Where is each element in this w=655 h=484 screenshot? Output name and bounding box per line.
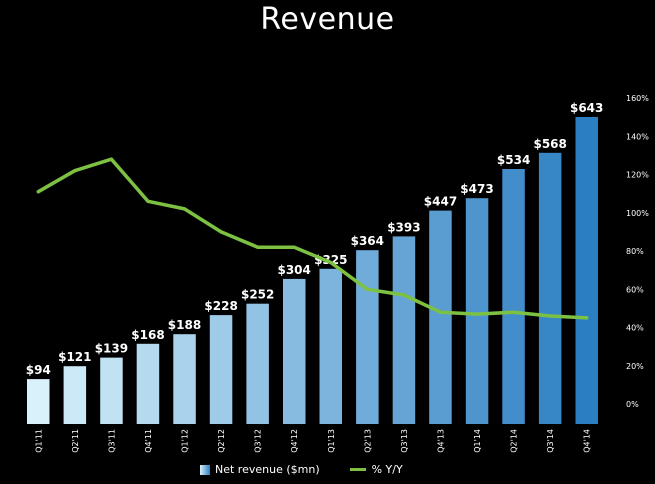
x-tick-label: Q2'12 — [217, 429, 226, 453]
bar-Q1'12 — [173, 334, 196, 424]
x-tick-label: Q2'14 — [510, 429, 519, 453]
bar-Q3'11 — [100, 357, 123, 424]
y2-tick-label: 0% — [626, 400, 639, 409]
x-tick-label: Q1'14 — [473, 429, 482, 453]
y2-tick-label: 40% — [626, 324, 644, 333]
bar-value-label: $364 — [351, 234, 384, 248]
legend-line-swatch — [349, 468, 366, 471]
bar-value-label: $188 — [168, 318, 201, 332]
y2-tick-label: 120% — [626, 171, 649, 180]
legend-bar-swatch — [200, 464, 210, 475]
legend: Net revenue ($mn) % Y/Y — [200, 463, 403, 476]
bar-Q4'13 — [429, 210, 452, 424]
x-tick-label: Q2'11 — [71, 429, 80, 453]
bar-Q3'12 — [246, 303, 269, 424]
x-tick-label: Q3'12 — [254, 429, 263, 453]
bar-Q2'13 — [356, 250, 379, 424]
bar-Q1'11 — [27, 379, 50, 424]
y2-tick-label: 160% — [626, 94, 649, 103]
y2-tick-label: 80% — [626, 247, 644, 256]
x-tick-label: Q1'13 — [327, 429, 336, 453]
x-tick-label: Q3'13 — [400, 429, 409, 453]
x-tick-label: Q4'12 — [290, 429, 299, 453]
bar-value-label: $139 — [95, 342, 128, 356]
bar-value-label: $325 — [314, 253, 347, 267]
x-tick-label: Q3'11 — [107, 429, 116, 453]
bar-value-label: $447 — [424, 195, 457, 209]
bar-Q2'11 — [63, 366, 87, 424]
bar-Q2'12 — [209, 315, 233, 424]
x-tick-label: Q3'14 — [546, 429, 555, 453]
bar-value-label: $304 — [277, 263, 310, 277]
bar-value-label: $393 — [387, 220, 420, 234]
bar-Q3'13 — [392, 236, 416, 424]
legend-line-label: % Y/Y — [371, 463, 403, 476]
x-tick-label: Q4'11 — [144, 429, 153, 453]
bar-value-label: $121 — [58, 350, 91, 364]
bar-value-label: $94 — [26, 363, 51, 377]
bar-value-label: $473 — [460, 182, 493, 196]
bar-Q4'12 — [283, 278, 306, 424]
y2-tick-label: 140% — [626, 132, 649, 141]
bar-value-label: $643 — [570, 101, 603, 115]
bar-Q2'14 — [502, 169, 525, 424]
x-tick-label: Q4'14 — [583, 429, 592, 453]
bar-Q4'14 — [575, 117, 598, 424]
chart-title: Revenue — [260, 2, 395, 37]
bar-value-label: $534 — [497, 153, 530, 167]
bar-Q4'11 — [136, 343, 160, 424]
yoy-line — [36, 157, 589, 320]
x-tick-label: Q1'12 — [181, 429, 190, 453]
bar-Q1'14 — [465, 198, 489, 424]
bar-Q3'14 — [538, 152, 562, 425]
x-tick-label: Q1'11 — [34, 429, 43, 453]
bar-value-label: $568 — [533, 137, 566, 151]
bar-value-label: $228 — [204, 299, 237, 313]
bar-value-label: $252 — [241, 288, 274, 302]
y2-tick-label: 100% — [626, 209, 649, 218]
bar-value-label: $168 — [131, 328, 164, 342]
legend-bar-label: Net revenue ($mn) — [215, 463, 320, 476]
y2-tick-label: 20% — [626, 362, 644, 371]
x-tick-label: Q2'13 — [363, 429, 372, 453]
y2-tick-label: 60% — [626, 285, 644, 294]
bar-Q1'13 — [319, 268, 342, 424]
x-tick-label: Q4'13 — [437, 429, 446, 453]
